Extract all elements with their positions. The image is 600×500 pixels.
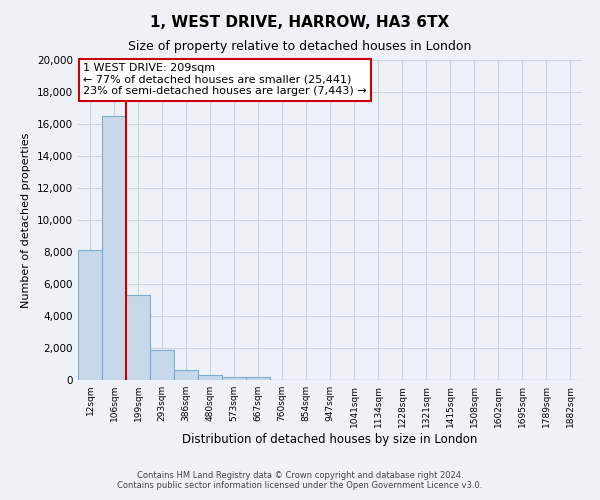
- Text: 1, WEST DRIVE, HARROW, HA3 6TX: 1, WEST DRIVE, HARROW, HA3 6TX: [151, 15, 449, 30]
- Text: 1 WEST DRIVE: 209sqm
← 77% of detached houses are smaller (25,441)
23% of semi-d: 1 WEST DRIVE: 209sqm ← 77% of detached h…: [83, 63, 367, 96]
- Y-axis label: Number of detached properties: Number of detached properties: [22, 132, 31, 308]
- Text: Size of property relative to detached houses in London: Size of property relative to detached ho…: [128, 40, 472, 53]
- Text: Contains HM Land Registry data © Crown copyright and database right 2024.
Contai: Contains HM Land Registry data © Crown c…: [118, 470, 482, 490]
- Bar: [78, 250, 102, 380]
- Bar: [126, 295, 150, 380]
- Bar: [222, 377, 246, 380]
- Bar: [198, 375, 222, 380]
- Bar: [102, 116, 126, 380]
- Bar: [174, 370, 198, 380]
- Bar: [246, 377, 270, 380]
- X-axis label: Distribution of detached houses by size in London: Distribution of detached houses by size …: [182, 432, 478, 446]
- Bar: [150, 350, 174, 380]
